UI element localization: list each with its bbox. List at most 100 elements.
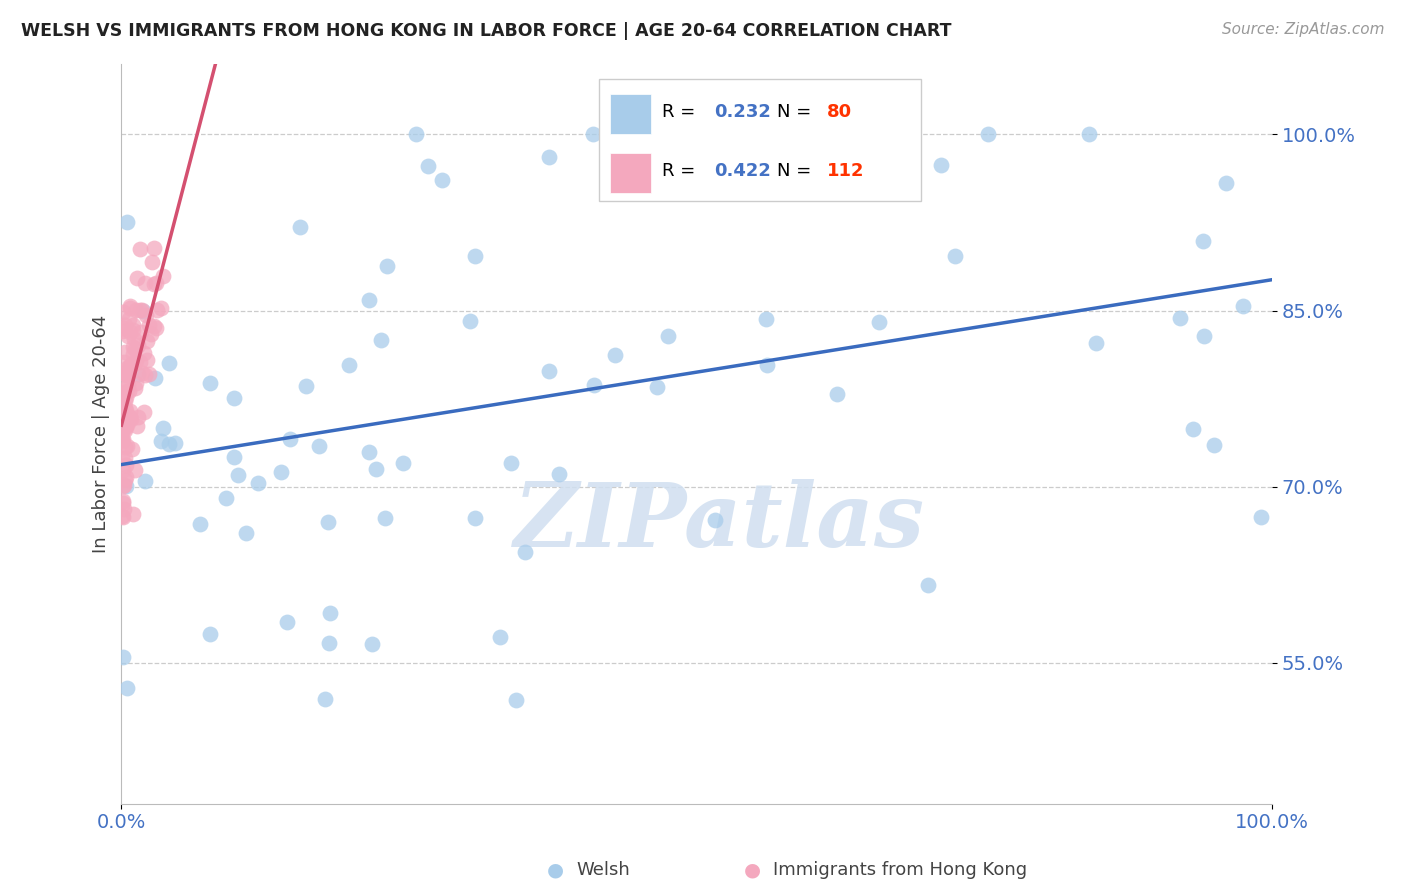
Point (134, 277, 156, 291)
Point (505, 693, 527, 707)
Point (127, 367, 149, 381)
Point (112, 418, 135, 433)
Point (112, 493, 135, 508)
Point (235, 525, 257, 540)
Point (120, 359, 142, 373)
Point (114, 401, 136, 415)
Point (538, 150, 561, 164)
Text: R =: R = (662, 103, 702, 121)
Point (125, 271, 148, 285)
Point (458, 314, 481, 328)
Point (122, 318, 145, 332)
Text: Immigrants from Hong Kong: Immigrants from Hong Kong (773, 861, 1028, 879)
Point (1168, 311, 1191, 326)
Point (1084, 335, 1107, 350)
Point (122, 323, 145, 337)
Point (111, 479, 134, 493)
Text: 80: 80 (827, 103, 852, 121)
Point (111, 510, 134, 524)
Point (1232, 299, 1254, 313)
Point (118, 365, 141, 379)
Point (316, 515, 339, 529)
Point (276, 615, 298, 630)
Point (111, 450, 134, 465)
Point (111, 423, 134, 437)
Point (122, 332, 145, 346)
Point (120, 359, 142, 373)
Text: ZIPatlas: ZIPatlas (515, 479, 925, 566)
Point (917, 578, 939, 592)
Point (112, 496, 135, 510)
Point (117, 361, 139, 376)
Point (226, 468, 249, 483)
Point (115, 417, 138, 432)
Point (308, 438, 330, 452)
Point (111, 366, 134, 380)
Point (111, 416, 134, 430)
Point (111, 509, 134, 524)
Point (117, 311, 139, 326)
Point (136, 352, 159, 367)
Point (337, 358, 360, 372)
Point (114, 469, 136, 483)
Point (695, 161, 717, 175)
Point (111, 387, 134, 401)
Point (125, 376, 148, 390)
FancyBboxPatch shape (610, 94, 651, 135)
Point (143, 241, 166, 255)
Point (1192, 328, 1215, 343)
Point (124, 356, 146, 370)
Point (118, 410, 141, 425)
Point (112, 320, 135, 334)
Point (114, 368, 136, 382)
Point (374, 510, 396, 524)
Point (115, 404, 138, 418)
Point (111, 409, 134, 423)
Point (112, 477, 135, 491)
Point (125, 419, 148, 434)
Point (150, 434, 173, 448)
Point (118, 404, 141, 418)
Point (163, 436, 186, 450)
Point (128, 355, 150, 369)
Point (370, 333, 392, 347)
Point (118, 411, 141, 425)
Point (931, 158, 953, 172)
Point (976, 128, 998, 142)
Point (112, 409, 135, 423)
Point (755, 311, 778, 326)
Point (143, 371, 166, 385)
Point (114, 355, 136, 369)
Point (114, 440, 136, 454)
Point (112, 463, 135, 477)
Point (138, 318, 160, 332)
Point (142, 277, 165, 292)
Point (111, 408, 134, 422)
Point (152, 421, 174, 435)
Point (112, 502, 135, 516)
Point (115, 215, 138, 229)
Text: N =: N = (778, 162, 817, 180)
Point (112, 650, 135, 665)
Point (111, 405, 134, 419)
Text: ●: ● (744, 860, 761, 880)
Point (115, 681, 138, 695)
Point (129, 325, 152, 339)
Text: ●: ● (547, 860, 564, 880)
Point (288, 219, 311, 234)
Point (114, 394, 136, 409)
Text: Source: ZipAtlas.com: Source: ZipAtlas.com (1222, 22, 1385, 37)
Point (645, 380, 668, 394)
Point (134, 405, 156, 419)
Point (136, 334, 159, 349)
Point (416, 159, 439, 173)
Point (150, 301, 173, 315)
Point (278, 432, 301, 446)
Point (652, 128, 675, 142)
Point (1192, 234, 1215, 248)
Point (111, 432, 134, 446)
Point (215, 491, 238, 506)
Text: WELSH VS IMMIGRANTS FROM HONG KONG IN LABOR FORCE | AGE 20-64 CORRELATION CHART: WELSH VS IMMIGRANTS FROM HONG KONG IN LA… (21, 22, 952, 40)
Point (513, 545, 536, 559)
Point (117, 377, 139, 392)
